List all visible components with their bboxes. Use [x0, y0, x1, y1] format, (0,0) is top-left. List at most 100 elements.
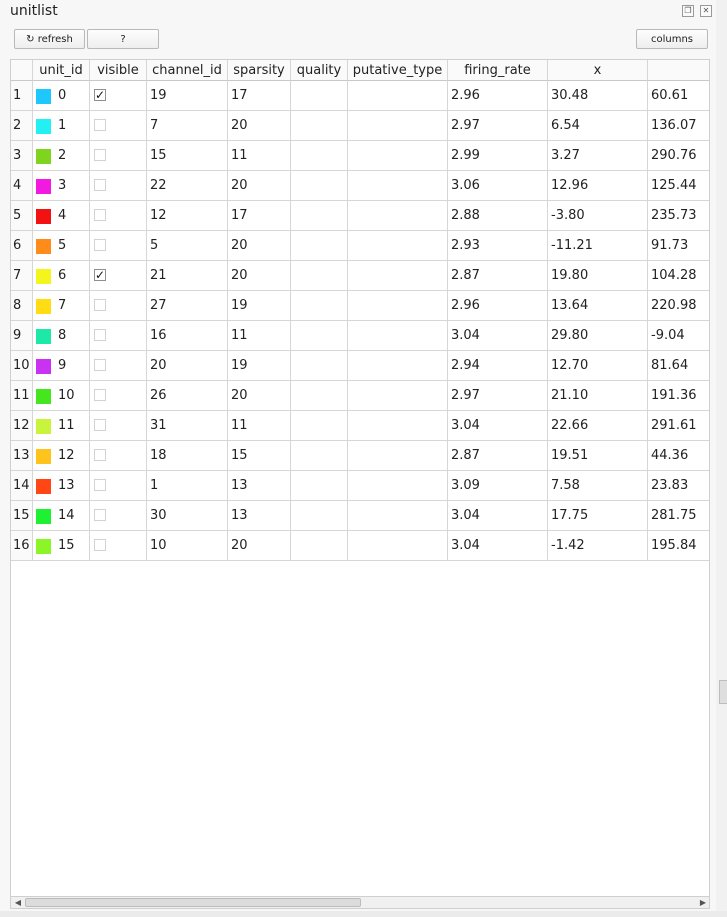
cell-quality[interactable] [291, 531, 348, 561]
cell-putative-type[interactable] [348, 411, 448, 441]
cell-x[interactable]: 3.27 [548, 141, 648, 171]
column-header-sparsity[interactable]: sparsity [228, 60, 291, 81]
scroll-left-icon[interactable]: ◀ [14, 898, 22, 907]
cell-unit-id[interactable]: 8 [33, 321, 90, 351]
cell-firing-rate[interactable]: 2.93 [448, 231, 548, 261]
cell-sparsity[interactable]: 20 [228, 171, 291, 201]
cell-quality[interactable] [291, 81, 348, 111]
close-icon[interactable]: ✕ [700, 5, 712, 17]
cell-index[interactable]: 16 [11, 531, 33, 561]
cell-putative-type[interactable] [348, 501, 448, 531]
table-row[interactable]: 10 9 20 19 2.94 12.70 81.64 [11, 351, 709, 381]
table-row[interactable]: 8 7 27 19 2.96 13.64 220.98 [11, 291, 709, 321]
cell-index[interactable]: 3 [11, 141, 33, 171]
scroll-right-icon[interactable]: ▶ [699, 898, 707, 907]
cell-y[interactable]: 191.36 [648, 381, 709, 411]
visible-checkbox[interactable]: ✓ [94, 268, 106, 282]
cell-visible[interactable] [90, 231, 147, 261]
cell-quality[interactable] [291, 201, 348, 231]
cell-quality[interactable] [291, 321, 348, 351]
cell-firing-rate[interactable]: 2.97 [448, 111, 548, 141]
cell-firing-rate[interactable]: 2.88 [448, 201, 548, 231]
visible-checkbox[interactable] [94, 119, 106, 131]
cell-visible[interactable] [90, 411, 147, 441]
cell-putative-type[interactable] [348, 231, 448, 261]
cell-x[interactable]: 12.96 [548, 171, 648, 201]
cell-x[interactable]: 22.66 [548, 411, 648, 441]
cell-unit-id[interactable]: 0 [33, 81, 90, 111]
cell-firing-rate[interactable]: 3.04 [448, 501, 548, 531]
cell-x[interactable]: -11.21 [548, 231, 648, 261]
cell-index[interactable]: 9 [11, 321, 33, 351]
cell-quality[interactable] [291, 381, 348, 411]
cell-x[interactable]: 21.10 [548, 381, 648, 411]
cell-firing-rate[interactable]: 2.96 [448, 81, 548, 111]
help-button[interactable]: ? [87, 29, 159, 49]
table-row[interactable]: 14 13 1 13 3.09 7.58 23.83 [11, 471, 709, 501]
unit-table[interactable]: unit_id visible channel_id sparsity quality p… [10, 59, 710, 909]
splitter-handle[interactable] [719, 680, 727, 704]
cell-visible[interactable]: ✓ [90, 261, 147, 291]
cell-y[interactable]: 235.73 [648, 201, 709, 231]
cell-visible[interactable]: ✓ [90, 81, 147, 111]
cell-firing-rate[interactable]: 2.97 [448, 381, 548, 411]
cell-index[interactable]: 1 [11, 81, 33, 111]
table-row[interactable]: 9 8 16 11 3.04 29.80 -9.04 [11, 321, 709, 351]
cell-putative-type[interactable] [348, 81, 448, 111]
cell-sparsity[interactable]: 20 [228, 261, 291, 291]
cell-firing-rate[interactable]: 2.87 [448, 261, 548, 291]
cell-y[interactable]: 136.07 [648, 111, 709, 141]
cell-index[interactable]: 10 [11, 351, 33, 381]
cell-sparsity[interactable]: 17 [228, 201, 291, 231]
cell-sparsity[interactable]: 17 [228, 81, 291, 111]
cell-visible[interactable] [90, 171, 147, 201]
cell-putative-type[interactable] [348, 531, 448, 561]
cell-y[interactable]: 195.84 [648, 531, 709, 561]
visible-checkbox[interactable] [94, 209, 106, 221]
cell-firing-rate[interactable]: 2.99 [448, 141, 548, 171]
cell-unit-id[interactable]: 15 [33, 531, 90, 561]
cell-x[interactable]: 30.48 [548, 81, 648, 111]
horizontal-scrollbar[interactable]: ◀ ▶ [11, 896, 709, 908]
visible-checkbox[interactable] [94, 149, 106, 161]
cell-y[interactable]: 44.36 [648, 441, 709, 471]
cell-firing-rate[interactable]: 3.04 [448, 321, 548, 351]
cell-index[interactable]: 6 [11, 231, 33, 261]
cell-channel-id[interactable]: 7 [147, 111, 228, 141]
cell-sparsity[interactable]: 20 [228, 381, 291, 411]
cell-x[interactable]: 19.80 [548, 261, 648, 291]
cell-putative-type[interactable] [348, 381, 448, 411]
cell-x[interactable]: 6.54 [548, 111, 648, 141]
cell-visible[interactable] [90, 351, 147, 381]
cell-channel-id[interactable]: 18 [147, 441, 228, 471]
cell-unit-id[interactable]: 3 [33, 171, 90, 201]
visible-checkbox[interactable] [94, 299, 106, 311]
cell-y[interactable]: -9.04 [648, 321, 709, 351]
cell-putative-type[interactable] [348, 141, 448, 171]
cell-putative-type[interactable] [348, 441, 448, 471]
visible-checkbox[interactable] [94, 359, 106, 371]
cell-channel-id[interactable]: 21 [147, 261, 228, 291]
cell-sparsity[interactable]: 11 [228, 141, 291, 171]
cell-sparsity[interactable]: 19 [228, 351, 291, 381]
cell-quality[interactable] [291, 141, 348, 171]
cell-putative-type[interactable] [348, 111, 448, 141]
column-header-quality[interactable]: quality [291, 60, 348, 81]
cell-x[interactable]: 29.80 [548, 321, 648, 351]
cell-sparsity[interactable]: 19 [228, 291, 291, 321]
cell-x[interactable]: 19.51 [548, 441, 648, 471]
cell-firing-rate[interactable]: 3.04 [448, 531, 548, 561]
cell-putative-type[interactable] [348, 321, 448, 351]
cell-unit-id[interactable]: 9 [33, 351, 90, 381]
cell-unit-id[interactable]: 14 [33, 501, 90, 531]
cell-visible[interactable] [90, 471, 147, 501]
cell-sparsity[interactable]: 15 [228, 441, 291, 471]
table-row[interactable]: 5 4 12 17 2.88 -3.80 235.73 [11, 201, 709, 231]
cell-y[interactable]: 91.73 [648, 231, 709, 261]
cell-y[interactable]: 60.61 [648, 81, 709, 111]
cell-index[interactable]: 12 [11, 411, 33, 441]
cell-putative-type[interactable] [348, 291, 448, 321]
visible-checkbox[interactable] [94, 419, 106, 431]
cell-channel-id[interactable]: 20 [147, 351, 228, 381]
cell-visible[interactable] [90, 111, 147, 141]
